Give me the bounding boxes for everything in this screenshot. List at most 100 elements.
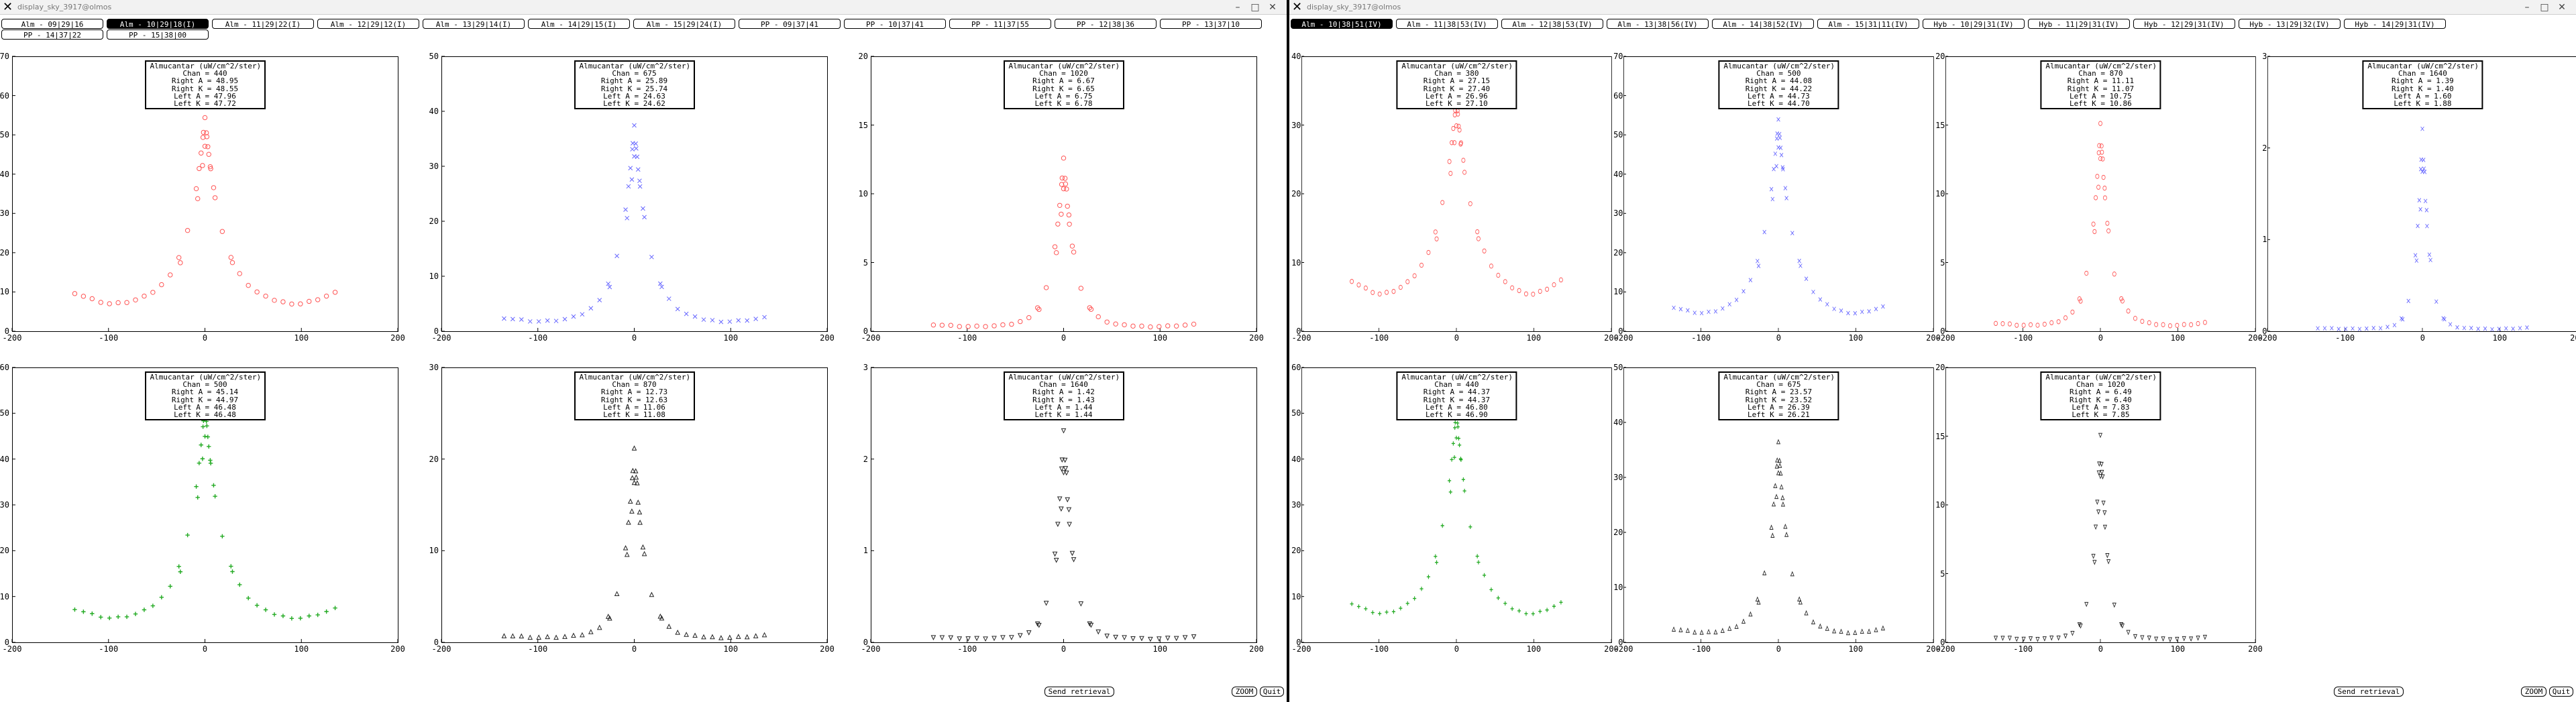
data-point: [1994, 320, 1998, 327]
tab[interactable]: Hyb - 10|29|31(IV): [1923, 19, 2025, 29]
data-point: [263, 293, 268, 299]
data-point: [1538, 609, 1542, 613]
tab[interactable]: Alm - 14|38|52(IV): [1712, 19, 1814, 29]
data-point: [1456, 436, 1461, 441]
data-point: [1385, 290, 1389, 295]
x-tick-label: 0: [202, 644, 208, 654]
data-point: [1350, 601, 1354, 606]
data-point: [1350, 279, 1354, 284]
tab[interactable]: PP - 10|37|41: [844, 19, 946, 29]
send-retrieval-button[interactable]: Send retrieval: [1044, 687, 1114, 697]
data-point: [2102, 195, 2107, 200]
y-tick-label: 0: [1618, 327, 1623, 336]
maximize-icon[interactable]: □: [2540, 2, 2549, 13]
data-point: [745, 318, 750, 323]
data-point: [2417, 198, 2422, 202]
data-point: [553, 634, 559, 640]
legend-line: Right K = 27.40: [1423, 84, 1490, 93]
data-point: [280, 613, 286, 618]
data-point: [1043, 601, 1049, 606]
maximize-icon[interactable]: □: [1250, 2, 1260, 13]
minimize-icon[interactable]: –: [1235, 2, 1240, 13]
data-point: [635, 154, 640, 160]
data-point: [115, 614, 121, 620]
zoom-button[interactable]: ZOOM: [1232, 687, 1257, 697]
quit-button[interactable]: Quit: [2549, 687, 2573, 697]
data-point: [1778, 470, 1783, 476]
y-tick-label: 20: [429, 217, 439, 226]
tab[interactable]: Hyb - 13|29|32(IV): [2239, 19, 2341, 29]
tab[interactable]: Alm - 09|29|16: [1, 19, 103, 29]
y-tick-label: 30: [1291, 500, 1301, 510]
tab[interactable]: PP - 13|37|10: [1160, 19, 1262, 29]
close-icon[interactable]: ✕: [2558, 2, 2566, 13]
data-point: [501, 633, 507, 638]
data-point: [1088, 622, 1094, 628]
legend-line: Left A = 47.96: [174, 91, 236, 101]
tab[interactable]: Alm - 10|29|18(I): [107, 19, 209, 29]
tab[interactable]: PP - 12|38|36: [1055, 19, 1157, 29]
data-point: [1867, 628, 1872, 634]
data-point: [1018, 318, 1023, 325]
data-point: [1775, 457, 1780, 463]
tab[interactable]: Alm - 15|29|24(I): [633, 19, 735, 29]
data-point: [1139, 323, 1144, 329]
tab[interactable]: Hyb - 12|29|31(IV): [2133, 19, 2235, 29]
x-tick-label: 100: [1526, 333, 1542, 343]
tab[interactable]: Alm - 15|31|11(IV): [1817, 19, 1919, 29]
x-tick-label: 0: [1061, 644, 1067, 654]
send-retrieval-button[interactable]: Send retrieval: [2334, 687, 2404, 697]
tab[interactable]: Alm - 10|38|51(IV): [1291, 19, 1393, 29]
data-point: [974, 636, 979, 642]
data-point: [1748, 278, 1753, 283]
x-tick-label: -100: [99, 644, 119, 654]
plot-frame: [1623, 56, 1934, 332]
data-point: [2416, 223, 2420, 229]
tab[interactable]: Alm - 12|38|53(IV): [1501, 19, 1603, 29]
data-point: [2428, 257, 2432, 263]
data-point: [1774, 164, 1778, 169]
data-point: [2196, 636, 2200, 641]
y-tick-label: 1: [863, 546, 868, 556]
data-point: [1122, 322, 1127, 328]
data-point: [527, 634, 533, 640]
legend-line: Right A = 44.08: [1745, 76, 1812, 86]
data-point: [246, 595, 251, 601]
data-point: [201, 424, 205, 429]
zoom-button[interactable]: ZOOM: [2521, 687, 2546, 697]
close-icon[interactable]: ✕: [1269, 2, 1277, 13]
legend-line: Chan = 440: [182, 69, 227, 78]
data-point: [1832, 306, 1836, 312]
tab[interactable]: Alm - 13|38|56(IV): [1607, 19, 1709, 29]
tab[interactable]: Hyb - 14|29|31(IV): [2344, 19, 2446, 29]
data-point: [133, 297, 138, 302]
tab[interactable]: PP - 11|37|55: [949, 19, 1051, 29]
tab[interactable]: PP - 14|37|22: [1, 30, 103, 40]
data-point: [2443, 316, 2447, 322]
tab[interactable]: PP - 09|37|41: [739, 19, 841, 29]
data-point: [1458, 457, 1462, 461]
data-point: [1104, 634, 1110, 639]
tab[interactable]: PP - 15|38|00: [107, 30, 209, 40]
quit-button[interactable]: Quit: [1260, 687, 1284, 697]
legend-line: Right A = 45.14: [171, 388, 239, 397]
data-point: [107, 616, 112, 621]
data-point: [1489, 587, 1493, 592]
legend-line: Right A = 1.42: [1032, 388, 1095, 397]
data-point: [1538, 288, 1542, 294]
right-tab-bar: Alm - 10|38|51(IV) Alm - 11|38|53(IV) Alm …: [1289, 16, 2576, 43]
tab[interactable]: Alm - 12|29|12(I): [317, 19, 419, 29]
data-point: [2119, 622, 2124, 628]
x-tick-label: 0: [631, 333, 637, 343]
tab[interactable]: Hyb - 11|29|31(IV): [2028, 19, 2130, 29]
data-point: [1774, 136, 1779, 141]
data-point: [1778, 463, 1782, 468]
data-point: [1699, 630, 1704, 635]
data-point: [527, 319, 533, 324]
tab[interactable]: Alm - 11|29|22(I): [212, 19, 314, 29]
tab[interactable]: Alm - 11|38|53(IV): [1396, 19, 1498, 29]
minimize-icon[interactable]: –: [2524, 2, 2530, 13]
tab[interactable]: Alm - 14|29|15(I): [528, 19, 630, 29]
data-point: [1776, 470, 1781, 475]
tab[interactable]: Alm - 13|29|14(I): [423, 19, 525, 29]
